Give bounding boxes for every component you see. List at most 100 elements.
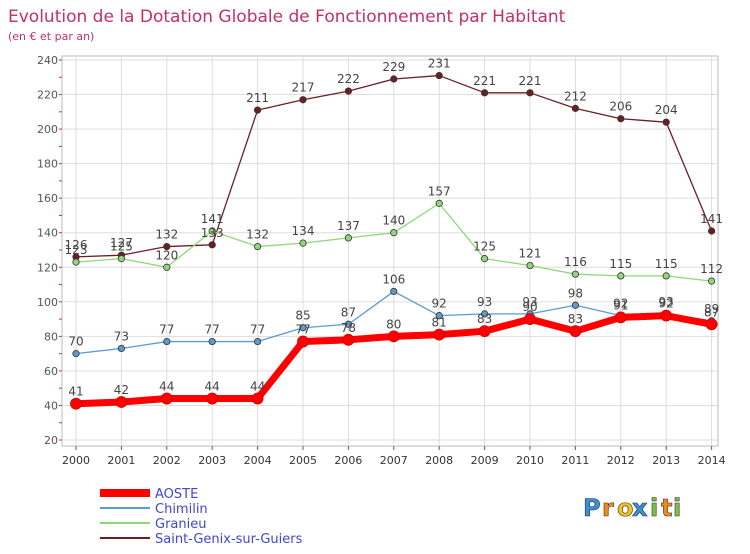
x-tick-label: 2001	[107, 454, 135, 467]
data-point	[72, 258, 80, 266]
data-point	[344, 234, 352, 242]
logo-letter: i	[673, 494, 681, 522]
logo-letter: t	[661, 494, 672, 522]
x-tick-label: 2010	[516, 454, 544, 467]
logo-letter: P	[583, 494, 601, 522]
y-tick-label: 160	[37, 192, 58, 205]
data-label: 221	[519, 74, 542, 88]
data-point	[117, 344, 126, 353]
data-point	[117, 255, 126, 263]
data-label: 221	[473, 74, 496, 88]
x-tick-label: 2009	[471, 454, 499, 467]
data-point	[70, 397, 82, 410]
data-label: 123	[65, 243, 88, 257]
data-label: 115	[609, 257, 632, 271]
data-point	[526, 89, 534, 97]
data-label: 106	[382, 272, 405, 286]
data-point	[569, 325, 582, 338]
data-label: 125	[110, 240, 133, 254]
data-point	[251, 392, 264, 405]
logo-letter: r	[602, 494, 614, 522]
x-tick-label: 2004	[244, 454, 272, 467]
data-label: 229	[382, 60, 405, 74]
data-label: 231	[428, 57, 451, 71]
data-label: 44	[250, 380, 265, 394]
data-point	[208, 241, 216, 249]
data-point	[480, 89, 489, 97]
data-label: 81	[432, 316, 447, 330]
data-point	[660, 309, 673, 322]
data-label: 141	[201, 212, 224, 226]
data-point	[163, 242, 171, 251]
data-label: 77	[295, 323, 310, 337]
data-label: 83	[477, 312, 492, 326]
data-point	[435, 199, 443, 207]
data-point	[617, 115, 625, 123]
data-label: 157	[428, 184, 451, 198]
x-tick-label: 2014	[698, 454, 726, 467]
data-point	[390, 287, 398, 296]
data-point	[617, 272, 625, 280]
data-point	[435, 71, 443, 80]
legend-label: AOSTE	[155, 487, 198, 502]
data-point	[342, 333, 355, 346]
plot-frame	[61, 55, 719, 447]
data-label: 90	[522, 300, 537, 314]
data-point	[299, 96, 307, 104]
data-label: 127	[110, 236, 133, 250]
data-label: 73	[114, 329, 129, 343]
y-tick-label: 140	[37, 227, 58, 240]
data-label: 93	[659, 295, 674, 309]
data-point	[390, 229, 398, 237]
y-tick-label: 100	[37, 296, 58, 309]
chart-title: Evolution de la Dotation Globale de Fonc…	[8, 7, 566, 27]
data-point	[571, 104, 580, 112]
data-label: 83	[568, 312, 583, 326]
legend-label: Chimilin	[155, 502, 208, 517]
data-point	[254, 242, 262, 251]
data-point	[254, 106, 262, 114]
chart-subtitle: (en € et par an)	[8, 30, 94, 43]
data-label: 222	[337, 72, 360, 86]
data-label: 134	[292, 224, 315, 238]
data-label: 132	[246, 228, 269, 242]
data-point	[299, 239, 307, 247]
data-label: 120	[155, 248, 178, 262]
data-label: 140	[382, 214, 405, 228]
data-label: 137	[337, 219, 360, 233]
legend-label: Granieu	[155, 517, 206, 532]
data-label: 212	[564, 89, 587, 103]
data-point	[524, 313, 536, 325]
data-label: 217	[292, 81, 315, 95]
data-point	[614, 311, 627, 324]
data-label: 116	[564, 255, 587, 269]
data-point	[478, 325, 491, 338]
data-point	[115, 396, 128, 408]
data-point	[206, 392, 219, 405]
y-tick-label: 180	[37, 158, 58, 171]
data-label: 126	[65, 238, 88, 252]
data-point	[387, 330, 400, 343]
logo-letter: x	[632, 494, 648, 522]
data-label: 70	[68, 335, 83, 349]
data-point	[571, 270, 580, 278]
data-label: 91	[613, 298, 628, 312]
legend-label: Saint-Genix-sur-Guiers	[155, 532, 303, 547]
data-label: 206	[609, 100, 632, 114]
data-labels: 126 127 132 133 211 217 222 229 231 221 221 212 206 2…	[65, 57, 724, 399]
x-tick-label: 2005	[289, 454, 317, 467]
data-label: 125	[473, 240, 496, 254]
y-tick-label: 200	[37, 123, 58, 136]
data-label: 87	[704, 305, 719, 319]
data-point	[163, 337, 171, 346]
data-label: 141	[700, 212, 723, 226]
data-label: 211	[246, 91, 269, 105]
data-label: 121	[519, 247, 542, 261]
data-label: 44	[205, 380, 220, 394]
data-label: 42	[114, 383, 129, 397]
data-label: 93	[522, 295, 537, 309]
data-label: 92	[613, 297, 628, 311]
x-tick-label: 2012	[607, 454, 635, 467]
axes: 20 40 60 80 100 120 140 160 180 200 220 240 2000 2001…	[37, 54, 726, 467]
